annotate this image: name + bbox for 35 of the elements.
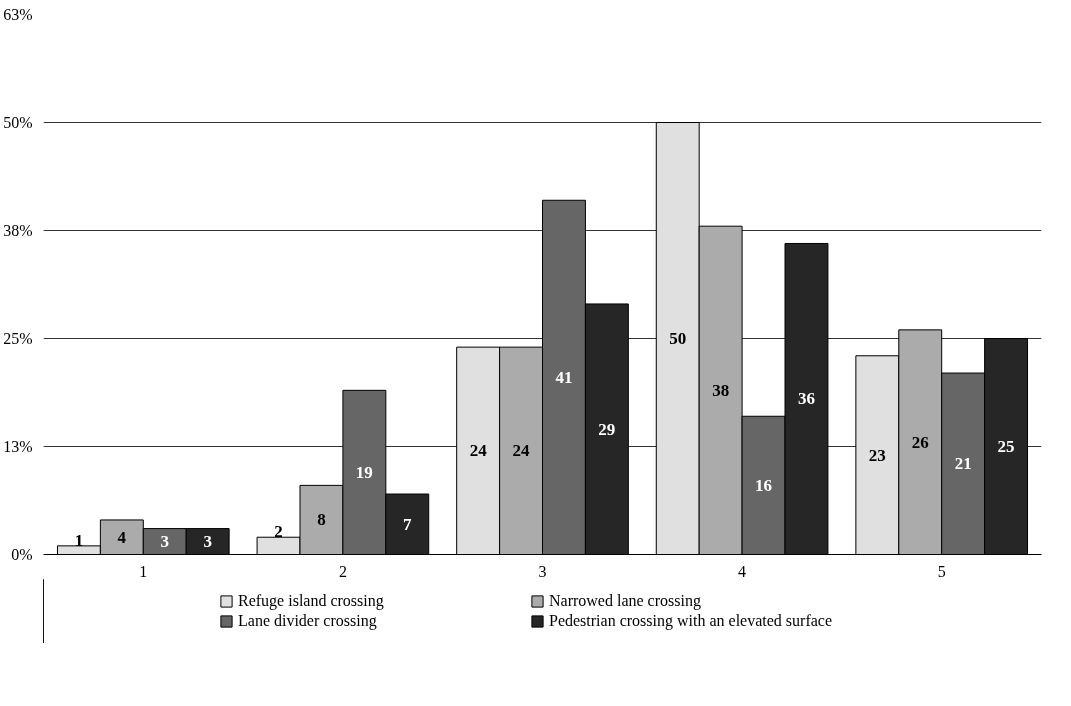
y-tick-label: 0% xyxy=(11,546,33,563)
data-label: 25 xyxy=(997,437,1015,456)
legend-label: Narrowed lane crossing xyxy=(549,592,702,610)
data-label: 8 xyxy=(317,510,326,530)
x-tick-label: 5 xyxy=(937,562,946,580)
x-tick-label: 3 xyxy=(538,562,547,580)
y-tick-label: 50% xyxy=(3,114,33,131)
x-tick-label: 1 xyxy=(139,562,148,580)
data-label: 21 xyxy=(954,454,972,474)
data-label: 29 xyxy=(598,419,616,439)
data-label: 50 xyxy=(669,329,687,348)
data-label: 36 xyxy=(797,389,815,409)
data-label: 2 xyxy=(274,522,283,542)
data-label: 7 xyxy=(403,514,413,534)
data-label: 19 xyxy=(355,462,373,482)
data-label: 1 xyxy=(74,530,84,550)
y-tick-label: 63% xyxy=(3,6,33,23)
data-label: 26 xyxy=(911,432,929,452)
data-label: 24 xyxy=(469,441,488,461)
y-tick-label: 38% xyxy=(3,222,33,239)
legend-label: Refuge island crossing xyxy=(238,592,385,610)
legend-label: Pedestrian crossing with an elevated surface xyxy=(549,612,833,630)
data-label: 41 xyxy=(555,367,573,387)
data-label: 3 xyxy=(160,532,170,552)
y-tick-label: 13% xyxy=(3,438,33,455)
y-tick-label: 25% xyxy=(3,330,33,347)
data-label: 24 xyxy=(512,441,531,461)
legend-label: Lane divider crossing xyxy=(238,612,378,630)
x-tick-label: 2 xyxy=(338,562,347,580)
data-label: 3 xyxy=(203,532,212,552)
x-tick-label: 4 xyxy=(738,562,747,580)
data-label: 4 xyxy=(117,527,127,547)
data-label: 16 xyxy=(755,475,773,495)
data-label: 23 xyxy=(868,445,886,465)
data-label: 38 xyxy=(712,380,730,400)
